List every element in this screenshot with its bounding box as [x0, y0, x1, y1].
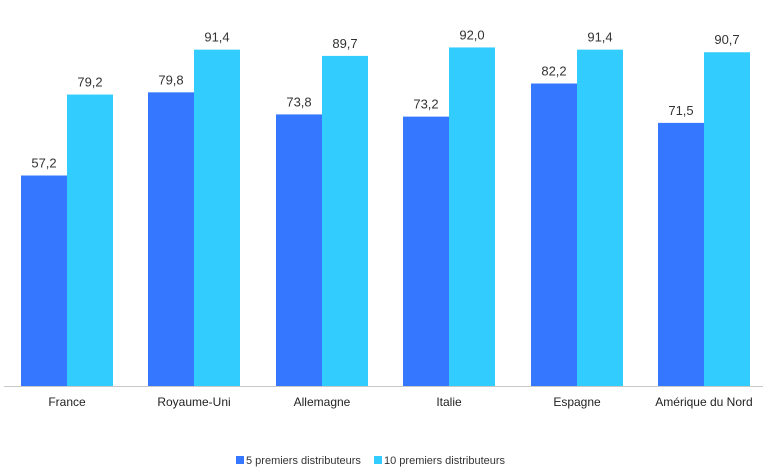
bar-top5-2 — [276, 114, 322, 386]
bar-top10-5 — [704, 52, 750, 386]
legend-label-top5: 5 premiers distributeurs — [246, 455, 361, 467]
data-label-top10-2: 89,7 — [332, 36, 357, 51]
bar-top5-5 — [658, 122, 704, 386]
bar-top10-3 — [449, 47, 495, 386]
data-label-top5-5: 71,5 — [668, 103, 693, 118]
legend-label-top10: 10 premiers distributeurs — [384, 455, 506, 467]
x-tick-label-3: Italie — [436, 395, 462, 409]
data-label-top5-3: 73,2 — [413, 97, 438, 112]
data-label-top5-2: 73,8 — [286, 94, 311, 109]
bar-top5-0 — [21, 175, 67, 386]
bar-top10-0 — [67, 94, 113, 386]
data-label-top10-4: 91,4 — [587, 30, 612, 45]
data-label-top10-3: 92,0 — [459, 27, 484, 42]
legend: 5 premiers distributeurs 10 premiers dist… — [236, 455, 506, 467]
data-label-top5-4: 82,2 — [541, 64, 566, 79]
data-labels-layer: 57,2 79,2 79,8 91,4 73,8 89,7 73,2 92,0 82,2 91,4… — [31, 27, 739, 170]
bar-top10-4 — [577, 49, 623, 386]
data-label-top5-0: 57,2 — [31, 156, 56, 171]
data-label-top10-5: 90,7 — [714, 32, 739, 47]
bar-top10-1 — [194, 49, 240, 386]
x-tick-label-4: Espagne — [553, 395, 601, 409]
data-label-top5-1: 79,8 — [158, 72, 183, 87]
data-label-top10-0: 79,2 — [77, 75, 102, 90]
bars-layer — [21, 47, 750, 387]
bar-top5-3 — [403, 116, 449, 387]
x-tick-label-1: Royaume-Uni — [157, 395, 230, 409]
legend-swatch-top5 — [236, 456, 244, 464]
bar-top5-4 — [531, 83, 577, 386]
bar-top5-1 — [148, 92, 194, 386]
x-tick-label-5: Amérique du Nord — [655, 395, 752, 409]
x-tick-label-0: France — [48, 395, 86, 409]
x-tick-label-2: Allemagne — [294, 395, 351, 409]
x-tick-labels-layer: France Royaume-Uni Allemagne Italie Espagne A… — [48, 395, 752, 409]
legend-swatch-top10 — [374, 456, 382, 464]
data-label-top10-1: 91,4 — [204, 30, 229, 45]
bar-top10-2 — [322, 55, 368, 387]
